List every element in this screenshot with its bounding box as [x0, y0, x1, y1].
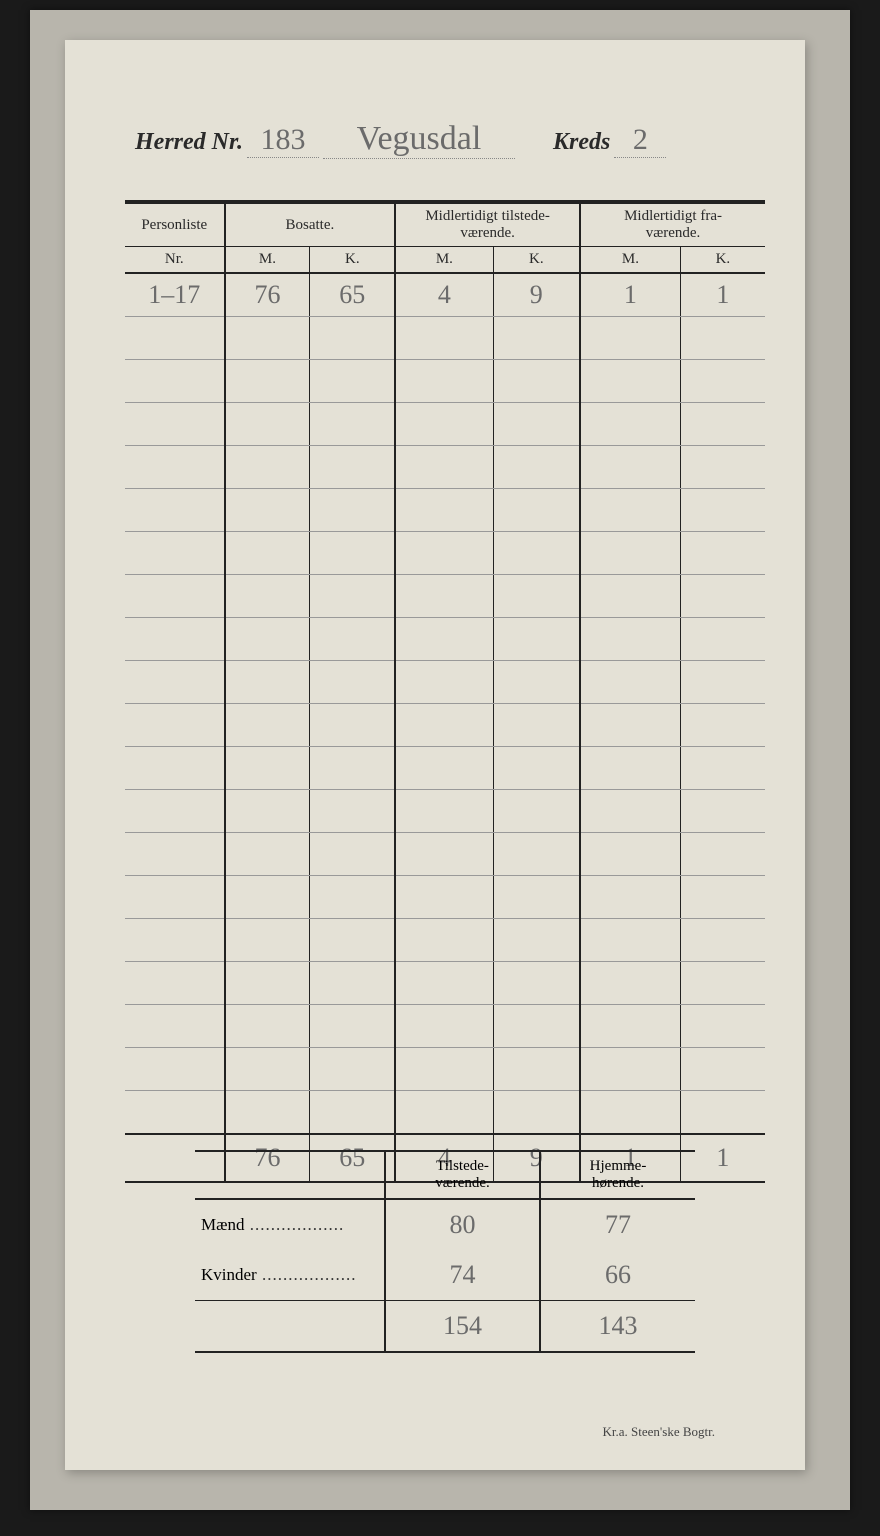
- sub-bo-k: K.: [310, 247, 395, 274]
- summary-table: Tilstede- værende. Hjemme- hørende. Mænd…: [195, 1150, 695, 1403]
- table-row-blank: [125, 403, 765, 446]
- sum-maend-label: Mænd: [195, 1199, 385, 1250]
- table-row-blank: [125, 962, 765, 1005]
- main-table: Personliste Bosatte. Midlertidigt tilste…: [125, 200, 765, 1187]
- kreds-label: Kreds: [553, 129, 610, 156]
- table-row-blank: [125, 575, 765, 618]
- table-row-blank: [125, 833, 765, 876]
- printer-imprint: Kr.a. Steen'ske Bogtr.: [603, 1424, 715, 1440]
- sum-kvinder-hjemme: 66: [540, 1250, 695, 1301]
- form-header: Herred Nr. 183 Vegusdal Kreds 2: [135, 120, 745, 160]
- herred-label: Herred Nr.: [135, 129, 243, 156]
- sub-mf-k: K.: [680, 247, 765, 274]
- sum-kvinder-tilstede: 74: [385, 1250, 540, 1301]
- table-row-blank: [125, 1091, 765, 1135]
- table-row-blank: [125, 661, 765, 704]
- sum-col-tilstede: Tilstede- værende.: [385, 1152, 540, 1199]
- table-row-blank: [125, 1005, 765, 1048]
- sum-col-hjemme: Hjemme- hørende.: [540, 1152, 695, 1199]
- cell-mt-m: 4: [395, 273, 493, 317]
- table-row-blank: [125, 1048, 765, 1091]
- col-bosatte: Bosatte.: [225, 204, 396, 247]
- table-row-blank: [125, 489, 765, 532]
- table-row-blank: [125, 360, 765, 403]
- cell-bo-k: 65: [310, 273, 395, 317]
- table-row-blank: [125, 747, 765, 790]
- sub-mt-k: K.: [493, 247, 580, 274]
- col-midl-tilstede: Midlertidigt tilstede- værende.: [395, 204, 580, 247]
- kreds-nr-value: 2: [614, 123, 666, 158]
- col-midl-fra: Midlertidigt fra- værende.: [580, 204, 765, 247]
- sub-mt-m: M.: [395, 247, 493, 274]
- sum-total-hjemme: 143: [540, 1301, 695, 1353]
- sum-kvinder-label: Kvinder: [195, 1250, 385, 1301]
- table-row-blank: [125, 317, 765, 360]
- table-row: 1–1776654911: [125, 273, 765, 317]
- cell-nr: 1–17: [125, 273, 225, 317]
- table-row-blank: [125, 446, 765, 489]
- table-row-blank: [125, 532, 765, 575]
- sum-maend-hjemme: 77: [540, 1199, 695, 1250]
- sum-total-tilstede: 154: [385, 1301, 540, 1353]
- sub-mf-m: M.: [580, 247, 680, 274]
- document-page: Herred Nr. 183 Vegusdal Kreds 2 Personli…: [65, 40, 805, 1470]
- table-row-blank: [125, 790, 765, 833]
- col-personliste: Personliste: [125, 204, 225, 247]
- table-row-blank: [125, 876, 765, 919]
- table-row-blank: [125, 919, 765, 962]
- table-row-blank: [125, 704, 765, 747]
- scan-frame: Herred Nr. 183 Vegusdal Kreds 2 Personli…: [30, 10, 850, 1510]
- sub-nr: Nr.: [125, 247, 225, 274]
- cell-mt-k: 9: [493, 273, 580, 317]
- herred-name-value: Vegusdal: [323, 120, 515, 159]
- herred-nr-value: 183: [247, 123, 319, 158]
- cell-bo-m: 76: [225, 273, 310, 317]
- cell-mf-k: 1: [680, 273, 765, 317]
- sum-maend-tilstede: 80: [385, 1199, 540, 1250]
- cell-mf-m: 1: [580, 273, 680, 317]
- table-row-blank: [125, 618, 765, 661]
- sub-bo-m: M.: [225, 247, 310, 274]
